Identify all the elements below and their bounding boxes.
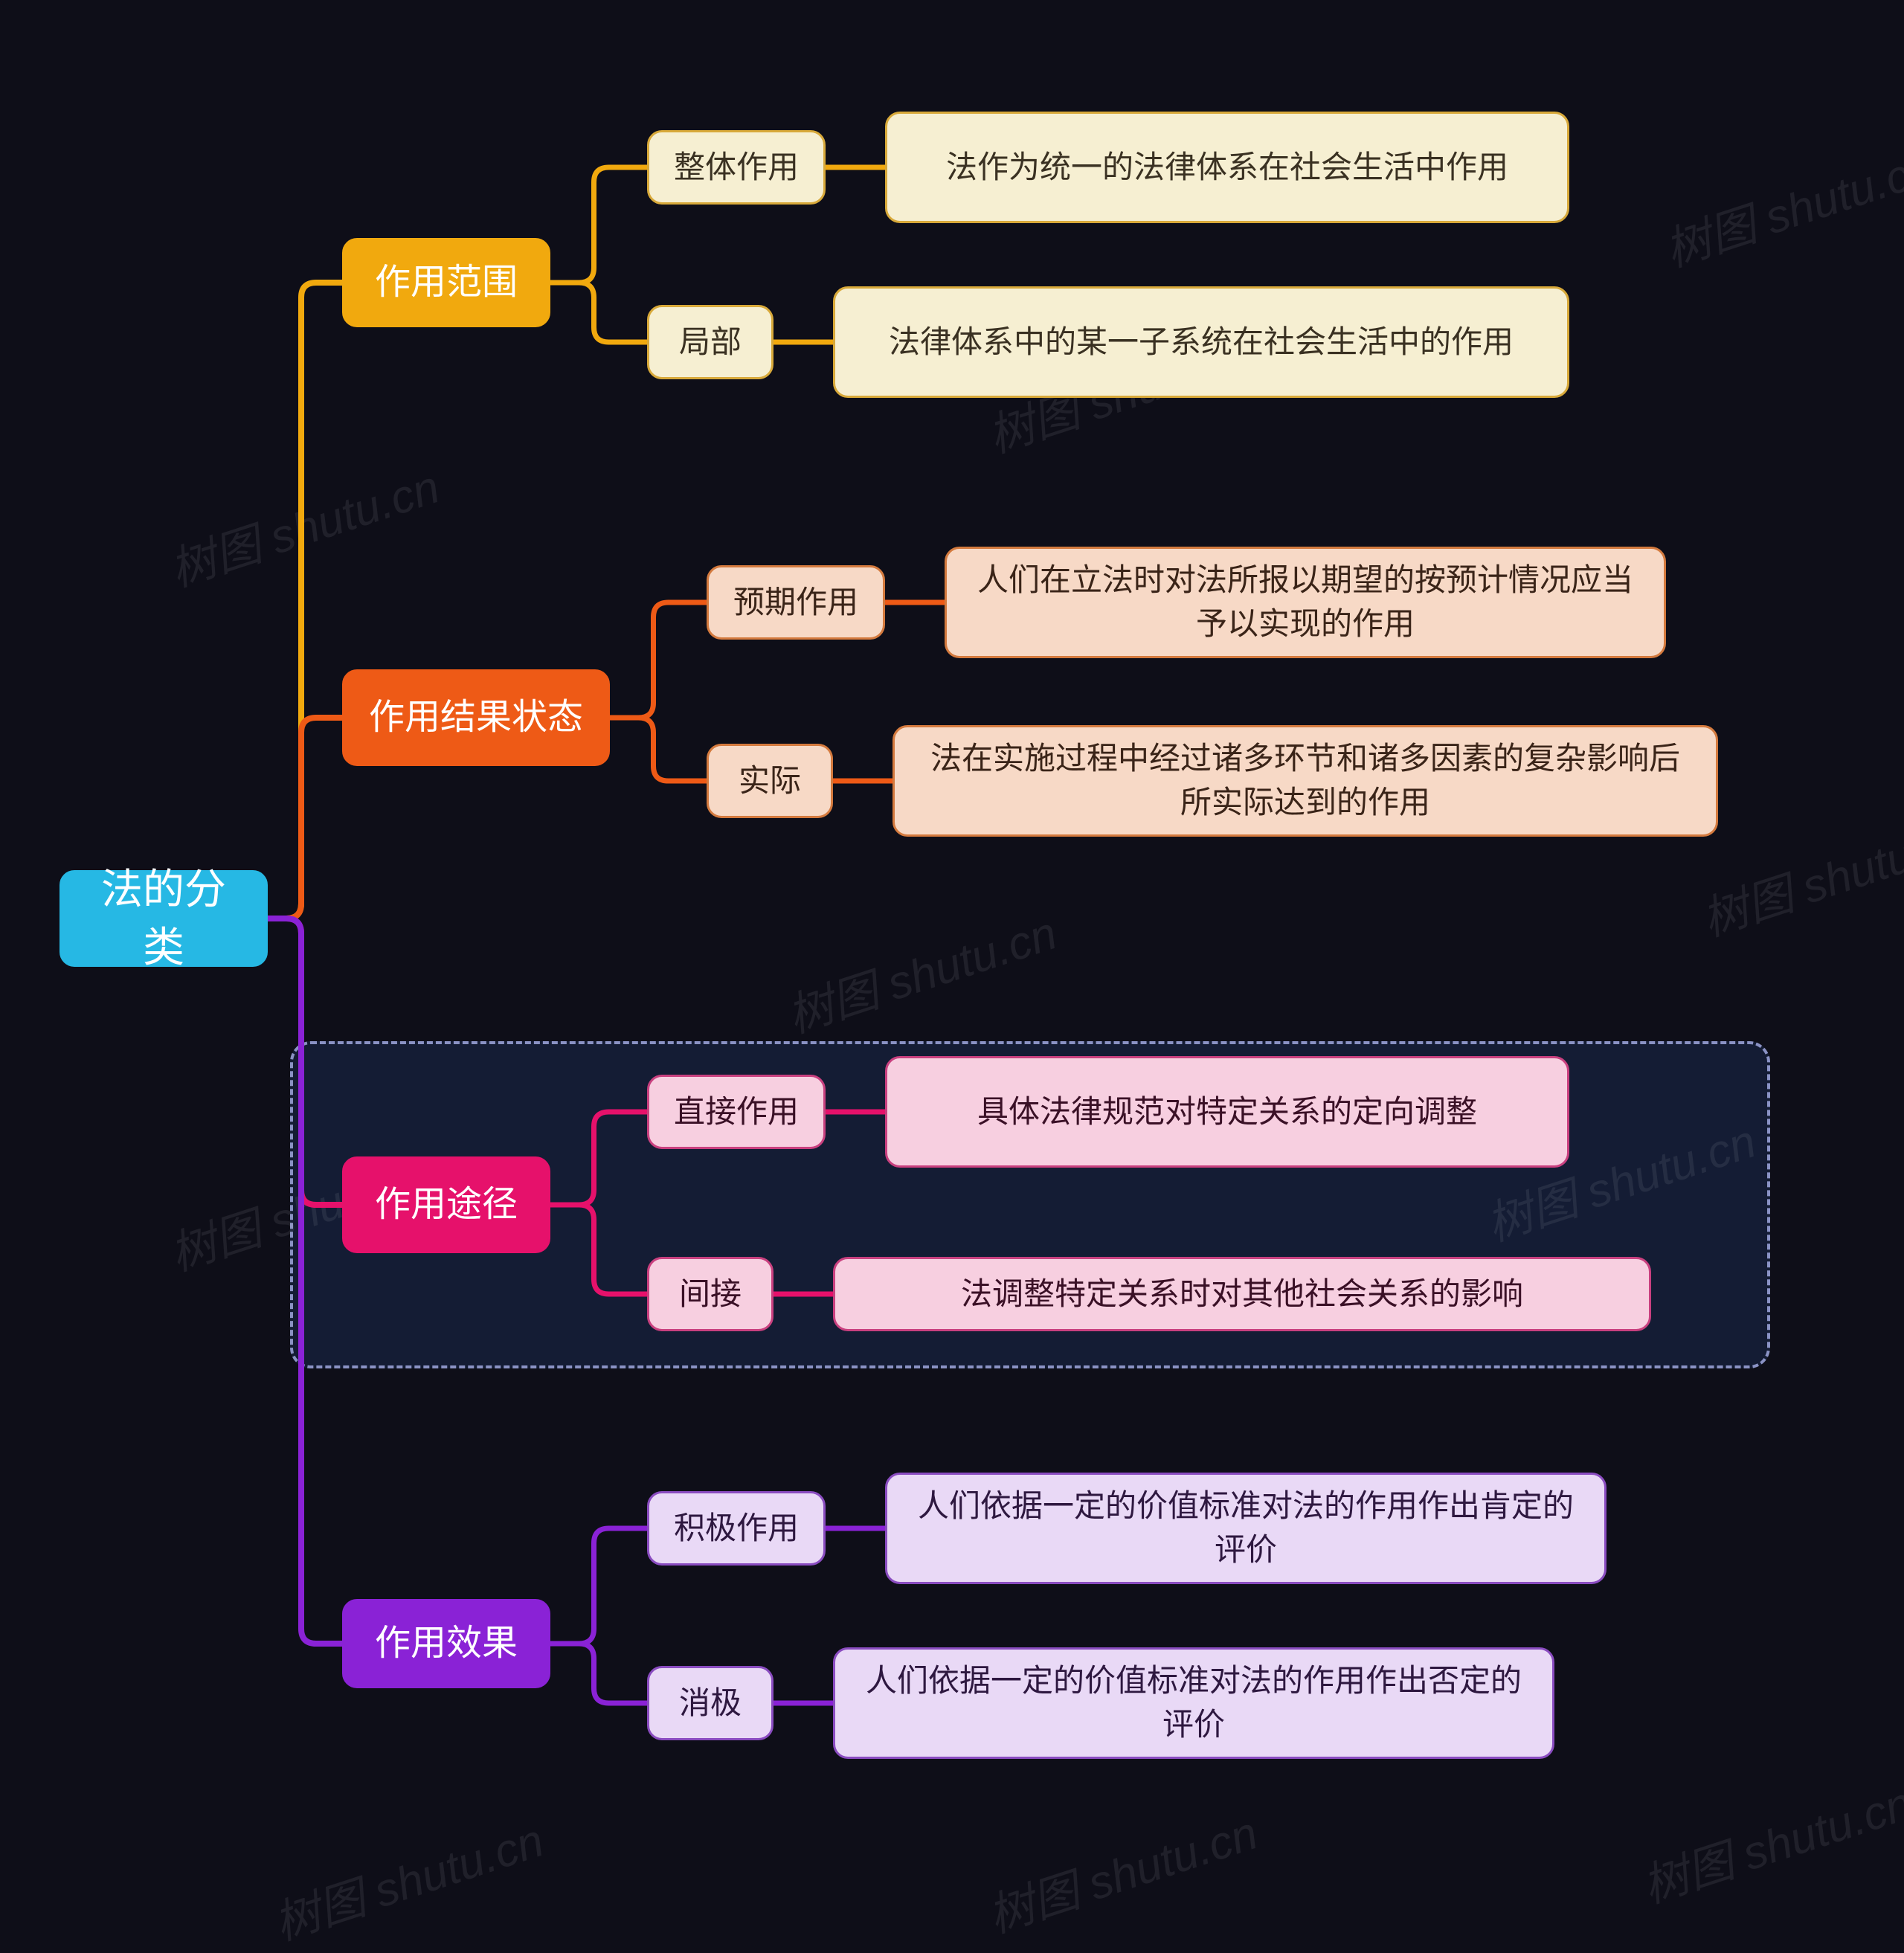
root-node[interactable]: 法的分类 bbox=[60, 870, 268, 967]
watermark: 树图 shutu.cn bbox=[1633, 1766, 1904, 1916]
watermark: 树图 shutu.cn bbox=[264, 1803, 550, 1953]
sub-scope-0[interactable]: 整体作用 bbox=[647, 130, 826, 205]
leaf-path-1[interactable]: 法调整特定关系时对其他社会关系的影响 bbox=[833, 1257, 1651, 1331]
watermark: 树图 shutu.cn bbox=[978, 1795, 1264, 1946]
category-result[interactable]: 作用结果状态 bbox=[342, 669, 610, 766]
watermark: 树图 shutu.cn bbox=[777, 895, 1064, 1046]
sub-scope-1[interactable]: 局部 bbox=[647, 305, 774, 379]
leaf-path-0[interactable]: 具体法律规范对特定关系的定向调整 bbox=[885, 1056, 1569, 1168]
sub-result-1[interactable]: 实际 bbox=[707, 744, 833, 818]
mindmap-stage: 树图 shutu.cn 树图 shutu.cn 树图 shutu.cn 树图 shut… bbox=[0, 0, 1904, 1928]
leaf-effect-1[interactable]: 人们依据一定的价值标准对法的作用作出否定的评价 bbox=[833, 1647, 1554, 1759]
category-scope[interactable]: 作用范围 bbox=[342, 238, 550, 327]
leaf-result-1[interactable]: 法在实施过程中经过诸多环节和诸多因素的复杂影响后所实际达到的作用 bbox=[892, 725, 1718, 837]
watermark: 树图 shutu.cn bbox=[1655, 129, 1904, 280]
sub-effect-0[interactable]: 积极作用 bbox=[647, 1491, 826, 1566]
leaf-effect-0[interactable]: 人们依据一定的价值标准对法的作用作出肯定的评价 bbox=[885, 1473, 1606, 1584]
category-path[interactable]: 作用途径 bbox=[342, 1156, 550, 1253]
sub-path-1[interactable]: 间接 bbox=[647, 1257, 774, 1331]
sub-path-0[interactable]: 直接作用 bbox=[647, 1075, 826, 1149]
leaf-result-0[interactable]: 人们在立法时对法所报以期望的按预计情况应当予以实现的作用 bbox=[945, 547, 1666, 658]
category-effect[interactable]: 作用效果 bbox=[342, 1599, 550, 1688]
watermark: 树图 shutu.cn bbox=[160, 449, 446, 599]
watermark: 树图 shutu.cn bbox=[1692, 799, 1904, 949]
sub-effect-1[interactable]: 消极 bbox=[647, 1666, 774, 1740]
leaf-scope-1[interactable]: 法律体系中的某一子系统在社会生活中的作用 bbox=[833, 286, 1569, 398]
leaf-scope-0[interactable]: 法作为统一的法律体系在社会生活中作用 bbox=[885, 112, 1569, 223]
sub-result-0[interactable]: 预期作用 bbox=[707, 565, 885, 640]
